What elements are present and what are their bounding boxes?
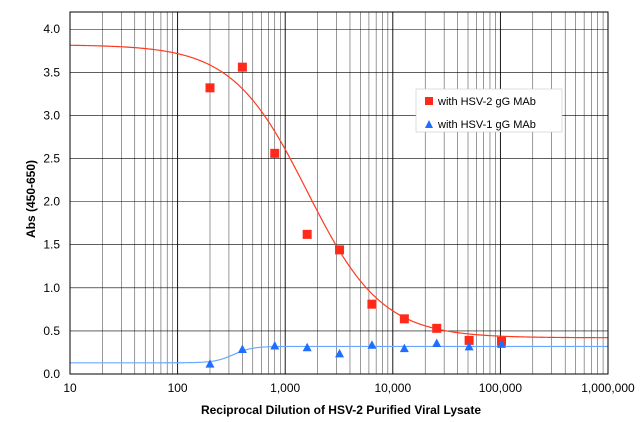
data-point-hsv2 — [270, 148, 280, 158]
y-tick-label: 1.5 — [43, 238, 60, 252]
y-tick-label: 2.0 — [43, 195, 60, 209]
data-point-hsv1 — [497, 339, 507, 348]
data-points — [205, 62, 507, 368]
y-tick-label: 3.0 — [43, 108, 60, 122]
y-tick-label: 1.0 — [43, 281, 60, 295]
x-tick-label: 100 — [168, 381, 188, 395]
y-axis-title: Abs (450-650) — [24, 160, 38, 238]
data-point-hsv2 — [399, 314, 409, 324]
data-point-hsv1 — [237, 344, 247, 354]
data-point-hsv1 — [270, 341, 280, 350]
data-point-hsv2 — [464, 335, 474, 345]
data-point-hsv1 — [399, 343, 409, 353]
data-point-hsv1 — [302, 342, 312, 352]
legend-marker-hsv1 — [425, 120, 433, 128]
x-tick-label: 1,000 — [270, 381, 300, 395]
data-point-hsv2 — [205, 83, 215, 93]
grid-lines — [70, 12, 608, 375]
data-point-hsv2 — [302, 229, 312, 239]
tick-labels: 10 100 1,000 10,000 100,000 1,000,000 0.0 0.5 1.… — [43, 22, 635, 395]
x-tick-label: 100,000 — [479, 381, 523, 395]
data-point-hsv2 — [335, 245, 345, 255]
data-point-hsv2 — [367, 299, 377, 309]
x-tick-label: 10,000 — [374, 381, 411, 395]
x-tick-label: 1,000,000 — [581, 381, 635, 395]
data-point-hsv1 — [464, 341, 474, 351]
y-tick-label: 3.5 — [43, 65, 60, 79]
x-tick-label: 10 — [63, 381, 77, 395]
legend-box — [415, 88, 563, 133]
legend: with HSV-2 gG MAb with HSV-1 gG MAb — [415, 88, 563, 133]
y-tick-label: 0.0 — [43, 367, 60, 381]
y-tick-label: 0.5 — [43, 324, 60, 338]
x-axis-title: Reciprocal Dilution of HSV-2 Purified Vi… — [201, 403, 481, 417]
legend-label-hsv1: with HSV-1 gG MAb — [437, 119, 536, 131]
y-tick-label: 2.5 — [43, 152, 60, 166]
data-point-hsv1 — [432, 338, 442, 347]
data-point-hsv2 — [432, 323, 442, 333]
fit-curve-hsv1 — [70, 345, 608, 364]
legend-label-hsv2: with HSV-2 gG MAb — [437, 96, 536, 108]
data-point-hsv1 — [335, 348, 345, 358]
plot-frame — [69, 11, 609, 375]
data-point-hsv1 — [367, 340, 377, 349]
data-point-hsv2 — [237, 62, 247, 72]
legend-marker-hsv2 — [425, 97, 433, 105]
data-point-hsv1 — [205, 359, 215, 368]
y-tick-label: 4.0 — [43, 22, 60, 36]
